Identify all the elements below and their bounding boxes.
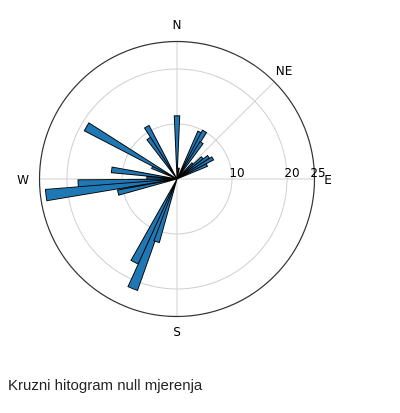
histogram-bar-9 [176, 167, 180, 180]
grid-spoke-ne [176, 81, 275, 180]
histogram-bar-20 [127, 178, 178, 292]
tick-label-10: 10 [229, 166, 244, 180]
histogram-bar-3 [176, 140, 204, 180]
histogram-bar-19 [130, 178, 178, 265]
histogram-bar-0 [173, 115, 181, 180]
outer-frame [38, 40, 316, 318]
histogram-bar-17 [44, 178, 178, 202]
histogram-bar-13 [151, 165, 178, 180]
label-east: E [324, 173, 332, 187]
tick-label-25: 25 [310, 166, 325, 180]
histogram-bar-11 [146, 136, 178, 180]
chart-caption: Kruzni hitogram null mjerenja [8, 377, 203, 394]
histogram-bar-8 [176, 163, 209, 180]
tick-label-20: 20 [284, 166, 299, 180]
histogram-bar-18 [116, 178, 178, 196]
label-north: N [173, 18, 182, 32]
histogram-bar-7 [176, 156, 215, 180]
histogram-bar-21 [153, 178, 178, 244]
label-west: W [17, 173, 29, 187]
histogram-bar-12 [83, 122, 178, 180]
polar-histogram: N NE W E S 10 20 25 [17, 18, 332, 339]
polar-grid [39, 41, 315, 317]
label-south: S [173, 325, 181, 339]
histogram-bars [44, 115, 215, 292]
histogram-bar-14 [110, 166, 178, 180]
label-northeast: NE [276, 64, 293, 78]
